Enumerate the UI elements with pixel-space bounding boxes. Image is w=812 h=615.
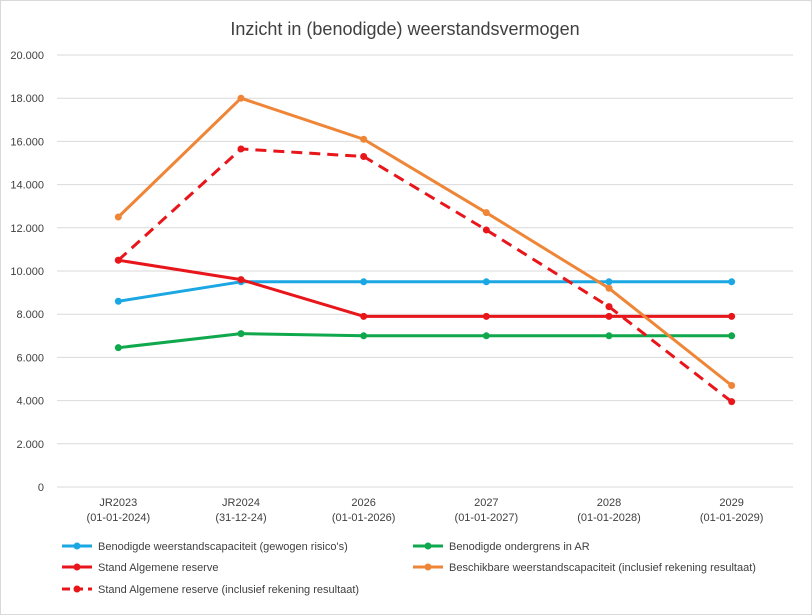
data-point-stand-algemene-reserve: [237, 276, 245, 284]
series-lines: [114, 94, 736, 406]
legend-item: Stand Algemene reserve: [62, 562, 218, 574]
data-point-beschikbare-weerstandscapaciteit-inclusief-rekening-resultaat: [482, 209, 490, 217]
x-tick-label: JR2023: [99, 497, 137, 509]
data-point-benodigde-weerstandscapaciteit-gewogen-risico-s: [728, 278, 736, 286]
legend-marker: [73, 585, 81, 593]
legend-label: Benodigde weerstandscapaciteit (gewogen …: [98, 541, 348, 553]
x-tick-label: (01-01-2028): [577, 512, 641, 524]
data-point-benodigde-weerstandscapaciteit-gewogen-risico-s: [114, 297, 122, 305]
y-tick-label: 8.000: [16, 309, 44, 321]
data-point-stand-algemene-reserve-inclusief-rekening-resultaat: [114, 256, 122, 264]
series-line-benodigde-ondergrens-in-ar: [118, 332, 732, 350]
x-tick-label: 2026: [351, 497, 375, 509]
data-point-benodigde-ondergrens-in-ar: [728, 332, 736, 340]
data-point-stand-algemene-reserve: [482, 312, 490, 320]
data-point-benodigde-weerstandscapaciteit-gewogen-risico-s: [605, 278, 613, 286]
x-tick-label: JR2024: [222, 497, 260, 509]
legend-label: Benodigde ondergrens in AR: [449, 541, 590, 553]
x-tick-label: 2028: [597, 497, 621, 509]
data-point-stand-algemene-reserve-inclusief-rekening-resultaat: [728, 398, 736, 406]
data-point-benodigde-ondergrens-in-ar: [605, 332, 613, 340]
data-point-beschikbare-weerstandscapaciteit-inclusief-rekening-resultaat: [237, 94, 245, 102]
x-axis-ticks: JR2023 (01-01-2024) JR2024 (31-12-24) 2026 (0…: [87, 497, 764, 524]
legend-marker: [73, 563, 81, 571]
y-tick-label: 20.000: [10, 50, 44, 62]
data-point-beschikbare-weerstandscapaciteit-inclusief-rekening-resultaat: [728, 381, 736, 389]
legend-item: Beschikbare weerstandscapaciteit (inclus…: [413, 562, 756, 574]
legend-marker: [424, 563, 432, 571]
x-tick-label: (01-01-2029): [700, 512, 764, 524]
legend-marker: [424, 542, 432, 550]
data-point-benodigde-ondergrens-in-ar: [482, 332, 490, 340]
x-tick-label: (01-01-2024): [87, 512, 151, 524]
legend-label: Beschikbare weerstandscapaciteit (inclus…: [449, 562, 756, 574]
data-point-stand-algemene-reserve: [728, 312, 736, 320]
data-point-benodigde-weerstandscapaciteit-gewogen-risico-s: [360, 278, 368, 286]
x-tick-label: (01-01-2027): [455, 512, 519, 524]
data-point-benodigde-ondergrens-in-ar: [360, 332, 368, 340]
y-tick-label: 12.000: [10, 223, 44, 235]
y-tick-label: 10.000: [10, 266, 44, 278]
data-point-beschikbare-weerstandscapaciteit-inclusief-rekening-resultaat: [114, 213, 122, 221]
series-line-benodigde-weerstandscapaciteit-gewogen-risico-s: [118, 280, 732, 303]
x-tick-label: (31-12-24): [215, 512, 266, 524]
legend-label: Stand Algemene reserve: [98, 562, 218, 574]
legend-item: Benodigde weerstandscapaciteit (gewogen …: [62, 541, 348, 553]
data-point-stand-algemene-reserve-inclusief-rekening-resultaat: [360, 153, 368, 161]
data-point-benodigde-ondergrens-in-ar: [237, 330, 245, 338]
y-tick-label: 16.000: [10, 136, 44, 148]
gridlines: [57, 54, 793, 488]
data-point-beschikbare-weerstandscapaciteit-inclusief-rekening-resultaat: [360, 135, 368, 143]
series-line-stand-algemene-reserve: [118, 258, 732, 318]
data-point-stand-algemene-reserve-inclusief-rekening-resultaat: [605, 303, 613, 311]
y-tick-label: 6.000: [16, 352, 44, 364]
series-line-beschikbare-weerstandscapaciteit-inclusief-rekening-resultaat: [117, 96, 733, 387]
legend-item: Stand Algemene reserve (inclusief rekeni…: [62, 584, 359, 596]
y-tick-label: 2.000: [16, 439, 44, 451]
y-tick-label: 14.000: [10, 180, 44, 192]
x-tick-label: 2027: [474, 497, 498, 509]
data-point-stand-algemene-reserve-inclusief-rekening-resultaat: [237, 145, 245, 153]
y-tick-label: 0: [38, 482, 44, 494]
y-axis-ticks: 0 2.000 4.000 6.000 8.000 10.000 12.000 14.000 1…: [10, 50, 44, 494]
legend: Benodigde weerstandscapaciteit (gewogen …: [62, 541, 756, 596]
legend-item: Benodigde ondergrens in AR: [413, 541, 590, 553]
data-point-stand-algemene-reserve: [605, 312, 613, 320]
data-point-beschikbare-weerstandscapaciteit-inclusief-rekening-resultaat: [605, 284, 613, 292]
x-tick-label: 2029: [719, 497, 743, 509]
data-point-stand-algemene-reserve: [360, 312, 368, 320]
data-point-benodigde-weerstandscapaciteit-gewogen-risico-s: [482, 278, 490, 286]
series-line-stand-algemene-reserve-inclusief-rekening-resultaat: [117, 147, 733, 403]
y-tick-label: 4.000: [16, 396, 44, 408]
legend-label: Stand Algemene reserve (inclusief rekeni…: [98, 584, 359, 596]
chart-title: Inzicht in (benodigde) weerstandsvermoge…: [230, 19, 579, 39]
legend-marker: [73, 542, 81, 550]
y-tick-label: 18.000: [10, 93, 44, 105]
data-point-stand-algemene-reserve-inclusief-rekening-resultaat: [482, 226, 490, 234]
data-point-benodigde-ondergrens-in-ar: [114, 344, 122, 352]
x-tick-label: (01-01-2026): [332, 512, 396, 524]
